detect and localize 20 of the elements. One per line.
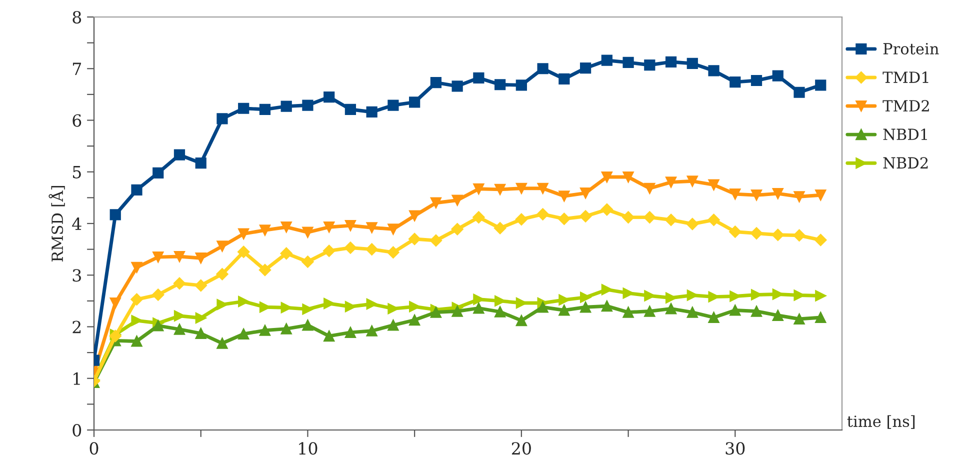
x-tick-label: 10 — [299, 442, 318, 455]
legend-label: Protein — [883, 43, 939, 55]
legend-label: NBD2 — [883, 157, 928, 169]
x-tick-label: 30 — [726, 442, 745, 455]
y-axis-title: RMSD [Å] — [48, 186, 65, 262]
y-tick-label: 6 — [72, 114, 82, 127]
y-tick-label: 1 — [74, 372, 80, 385]
y-tick-label: 0 — [72, 424, 82, 437]
legend-label: TMD2 — [882, 100, 929, 112]
x-axis-title: time [ns] — [847, 415, 915, 429]
x-tick-label: 0 — [90, 442, 98, 455]
y-tick-label: 7 — [72, 62, 81, 75]
legend-label: NBD1 — [883, 128, 927, 140]
y-tick-label: 3 — [72, 269, 81, 282]
y-tick-label: 5 — [73, 166, 81, 178]
legend-label: TMD1 — [882, 71, 928, 83]
y-tick-label: 2 — [72, 320, 81, 334]
y-tick-label: 8 — [72, 10, 82, 24]
y-tick-label: 4 — [72, 217, 82, 230]
x-tick-label: 20 — [512, 442, 531, 455]
